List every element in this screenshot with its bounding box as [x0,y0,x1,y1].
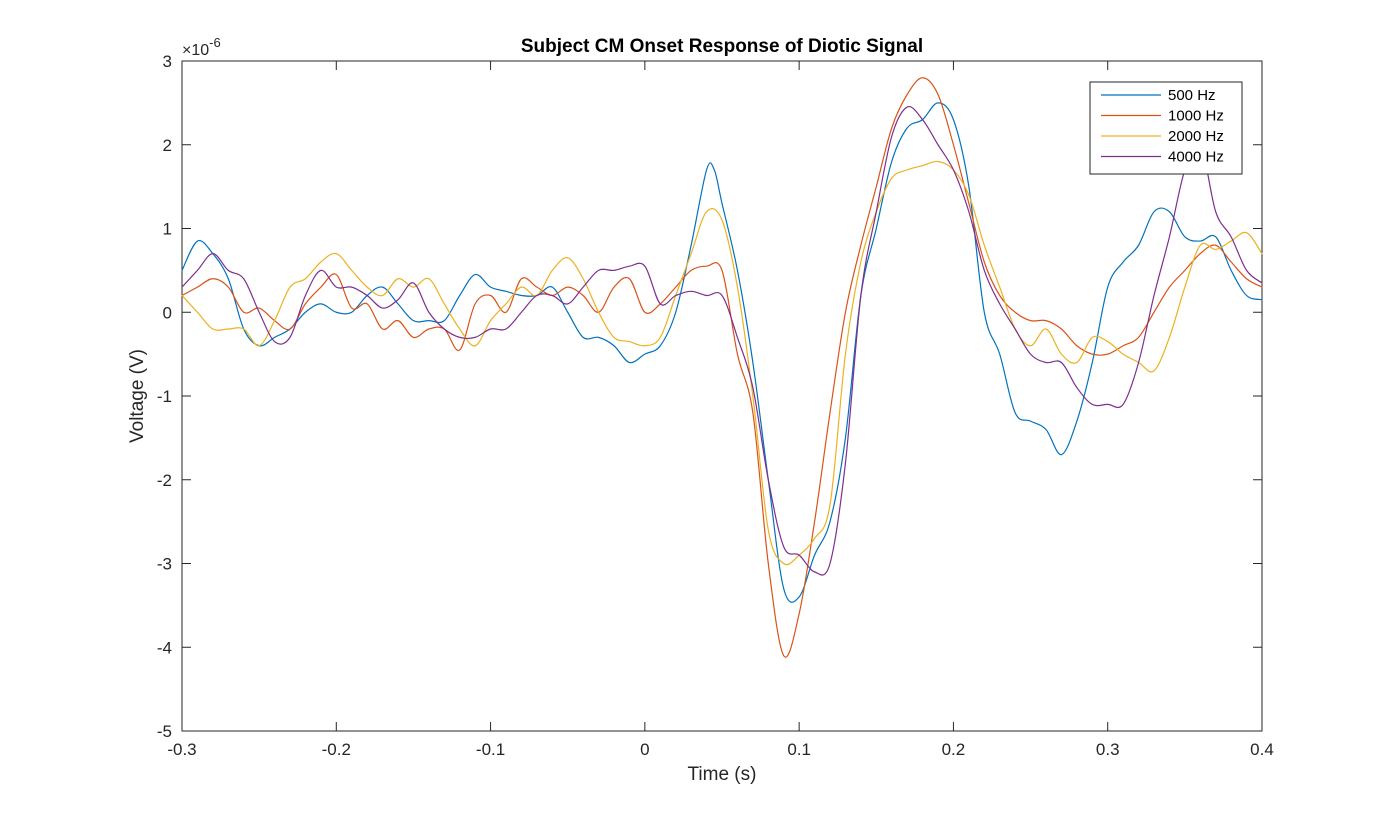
series-lines [181,77,1263,658]
y-tick-label: -3 [157,555,172,574]
y-tick-label: 0 [163,303,172,322]
legend-label-1: 500 Hz [1168,87,1216,104]
series-line-2 [181,77,1263,658]
y-tick-label: -1 [157,387,172,406]
y-axis-label: Voltage (V) [127,349,148,443]
y-tick-label: 3 [163,52,172,71]
series-line-4 [181,105,1263,576]
legend: 500 Hz 1000 Hz 2000 Hz 4000 Hz [1089,81,1243,175]
y-tick-label: -4 [157,638,172,657]
x-tick-label: 0.3 [1096,740,1120,759]
x-tick-label: 0.4 [1250,740,1274,759]
x-tick-label: 0 [640,740,649,759]
y-axis-exponent: ×10-6 [182,35,221,59]
x-axis-label: Time (s) [688,764,757,785]
y-tick-label: -2 [157,471,172,490]
legend-label-3: 2000 Hz [1168,128,1224,145]
legend-label-2: 1000 Hz [1168,108,1224,125]
legend-label-4: 4000 Hz [1168,149,1224,166]
x-tick-label: -0.1 [476,740,505,759]
y-tick-label: 2 [163,136,172,155]
x-tick-label: 0.1 [787,740,811,759]
y-tick-label: -5 [157,722,172,741]
tick-marks [181,60,1263,732]
x-tick-label: 0.2 [942,740,966,759]
series-line-3 [181,160,1263,566]
x-tick-label: -0.3 [167,740,196,759]
chart-title: Subject CM Onset Response of Diotic Sign… [521,36,923,57]
series-line-1 [181,102,1263,603]
legend-box [1089,81,1243,175]
y-tick-label: 1 [163,220,172,239]
tick-labels: -0.3 -0.2 -0.1 0 0.1 0.2 0.3 0.4 -5 -4 -3 -2 -1 0 1 2 3 [157,52,1274,759]
x-tick-label: -0.2 [322,740,351,759]
